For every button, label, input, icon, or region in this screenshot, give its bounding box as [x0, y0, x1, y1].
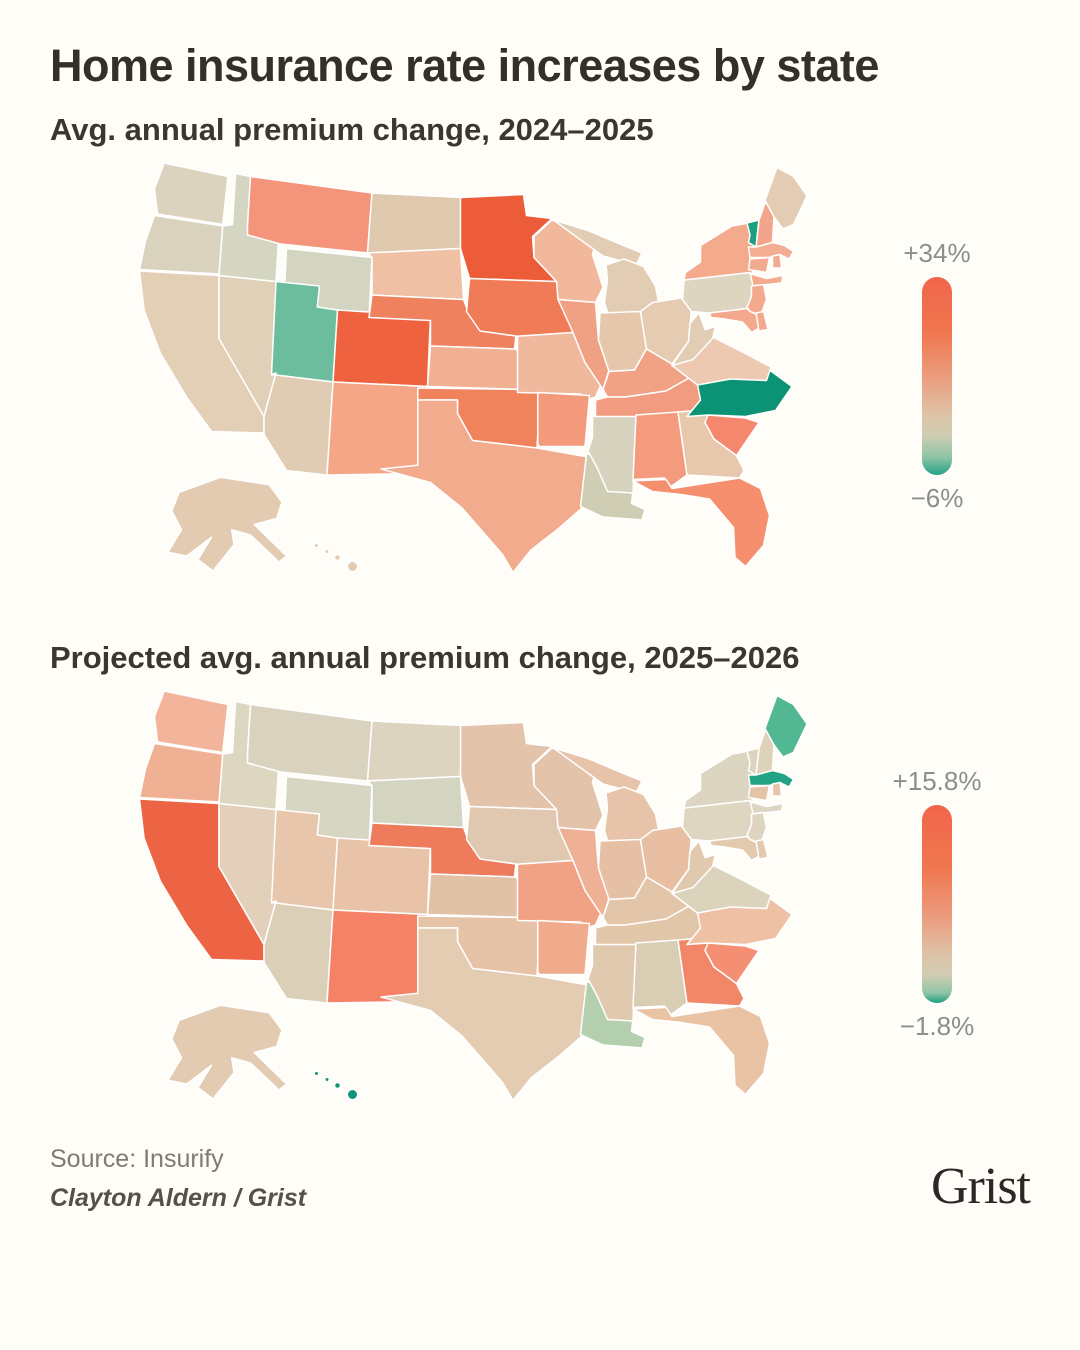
state-az — [263, 900, 334, 1005]
state-nd — [366, 720, 463, 783]
state-ks — [426, 873, 531, 919]
map1-subtitle: Avg. annual premium change, 2024–2025 — [50, 112, 654, 148]
state-me — [764, 695, 808, 759]
state-az — [263, 372, 334, 477]
state-sc — [704, 414, 760, 457]
map2-legend-max-label: +15.8% — [892, 766, 982, 797]
state-hi — [324, 1076, 330, 1083]
state-me — [764, 167, 808, 231]
state-nm — [326, 909, 429, 1005]
state-wa — [153, 162, 229, 226]
map2-legend-gradient-bar — [922, 805, 952, 1004]
source-line: Source: Insurify — [50, 1145, 224, 1174]
us-choropleth-map-2024-2025 — [138, 162, 808, 574]
state-wv — [671, 312, 717, 367]
state-ak — [167, 476, 288, 573]
map1-section: +34% −6% — [108, 151, 1030, 601]
footer-text-block: Source: Insurify Clayton Aldern / Grist — [50, 1145, 306, 1213]
state-ar — [537, 920, 591, 976]
map2-legend-min-label: −1.8% — [899, 1011, 975, 1042]
state-tx — [380, 927, 589, 1102]
state-ri — [771, 254, 783, 270]
state-wa — [153, 690, 229, 754]
page-title: Home insurance rate increases by state — [50, 40, 879, 91]
state-hi — [313, 1070, 320, 1077]
map2-subtitle: Projected avg. annual premium change, 20… — [50, 640, 800, 676]
us-choropleth-map-2025-2026 — [138, 690, 808, 1102]
state-de — [755, 311, 769, 333]
map1-legend-max-label: +34% — [903, 238, 971, 269]
footer: Source: Insurify Clayton Aldern / Grist … — [50, 1145, 1031, 1216]
state-co — [332, 309, 432, 388]
state-wv — [671, 840, 717, 895]
map1-legend-min-label: −6% — [910, 483, 964, 514]
state-de — [755, 839, 769, 861]
state-ct — [747, 257, 771, 274]
state-nd — [366, 192, 463, 255]
state-ks — [426, 345, 531, 391]
state-or — [138, 215, 224, 276]
state-ak — [167, 1004, 288, 1101]
map2-legend: +15.8% −1.8% — [872, 766, 1002, 1042]
state-hi — [333, 554, 342, 562]
credit-line: Clayton Aldern / Grist — [50, 1184, 307, 1213]
state-ar — [537, 392, 591, 448]
state-hi — [333, 1082, 342, 1090]
state-hi — [324, 548, 330, 555]
state-hi — [346, 1088, 359, 1101]
state-or — [138, 743, 224, 804]
map2-section: +15.8% −1.8% — [108, 679, 1030, 1129]
state-ri — [771, 782, 783, 798]
state-hi — [313, 542, 320, 549]
state-fl — [632, 1005, 771, 1096]
state-fl — [632, 477, 771, 568]
grist-logo: Grist — [931, 1158, 1031, 1216]
state-mi — [552, 219, 643, 267]
state-md — [708, 836, 763, 862]
state-hi — [346, 560, 359, 573]
state-md — [708, 308, 763, 334]
map1-legend-gradient-bar — [922, 277, 952, 476]
state-sc — [704, 942, 760, 985]
state-sd — [366, 776, 465, 829]
state-ct — [747, 785, 771, 802]
state-mi — [552, 747, 643, 795]
state-tx — [380, 399, 589, 574]
state-sd — [366, 248, 465, 301]
state-co — [332, 837, 432, 916]
state-nm — [326, 381, 429, 477]
map1-legend: +34% −6% — [872, 238, 1002, 514]
